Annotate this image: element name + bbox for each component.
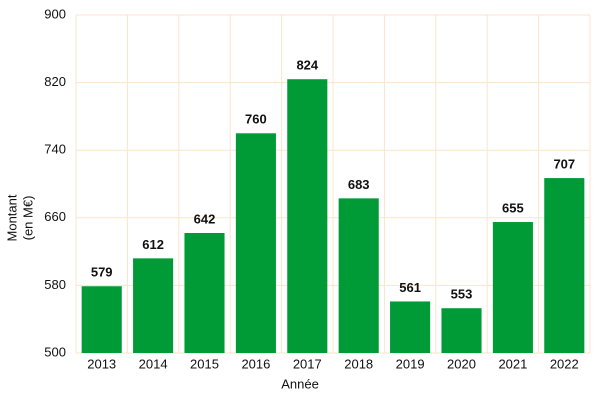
value-label: 561	[399, 280, 421, 295]
y-tick-label: 660	[44, 209, 66, 224]
value-label: 824	[296, 58, 318, 73]
x-tick-label: 2018	[344, 356, 373, 371]
x-tick-label: 2021	[498, 356, 527, 371]
bar	[133, 258, 174, 353]
bar	[81, 286, 122, 353]
bar	[390, 301, 431, 353]
bar	[235, 133, 276, 353]
x-tick-label: 2019	[396, 356, 425, 371]
x-tick-label: 2014	[139, 356, 168, 371]
bar	[492, 222, 533, 353]
bar	[441, 308, 482, 353]
y-tick-label: 900	[44, 6, 66, 21]
y-tick-label: 820	[44, 74, 66, 89]
value-label: 579	[91, 265, 113, 280]
bar	[544, 178, 585, 353]
value-label: 642	[194, 211, 216, 226]
x-tick-label: 2020	[447, 356, 476, 371]
y-tick-label: 500	[44, 344, 66, 359]
x-tick-label: 2013	[87, 356, 116, 371]
value-label: 655	[502, 200, 524, 215]
value-label: 707	[553, 157, 575, 172]
bar	[338, 198, 379, 353]
value-label: 553	[451, 287, 473, 302]
value-label: 683	[348, 177, 370, 192]
x-tick-label: 2015	[190, 356, 219, 371]
x-axis-label: Année	[281, 376, 319, 391]
bar	[287, 79, 328, 353]
bar	[184, 233, 225, 353]
x-tick-label: 2016	[241, 356, 270, 371]
value-label: 760	[245, 112, 267, 127]
y-axis-label: (en M€)	[20, 196, 35, 241]
x-tick-label: 2022	[550, 356, 579, 371]
x-tick-label: 2017	[293, 356, 322, 371]
y-axis-label: Montant	[4, 194, 19, 241]
value-label: 612	[142, 237, 164, 252]
y-tick-label: 580	[44, 277, 66, 292]
y-tick-label: 740	[44, 142, 66, 157]
